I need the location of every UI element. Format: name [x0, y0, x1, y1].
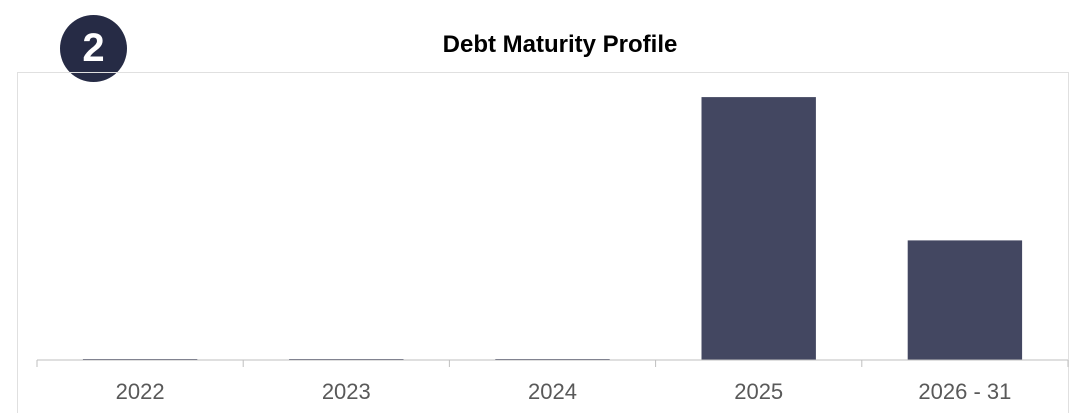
bar-2025	[701, 97, 816, 360]
x-tick-label: 2026 - 31	[918, 379, 1011, 404]
x-tick-label: 2023	[322, 379, 371, 404]
chart-title: Debt Maturity Profile	[442, 31, 678, 58]
plot-area-frame	[17, 72, 1069, 413]
x-axis	[36, 359, 1069, 367]
x-tick-labels: 2022 2023 2024 2025 2026 - 31	[116, 379, 1012, 404]
x-tick-label: 2022	[116, 379, 165, 404]
x-tick-label: 2024	[528, 379, 577, 404]
x-tick-label: 2025	[734, 379, 783, 404]
bars-group	[82, 97, 1023, 360]
step-number-badge: 2	[60, 15, 127, 82]
bar-2026-31	[907, 240, 1023, 360]
